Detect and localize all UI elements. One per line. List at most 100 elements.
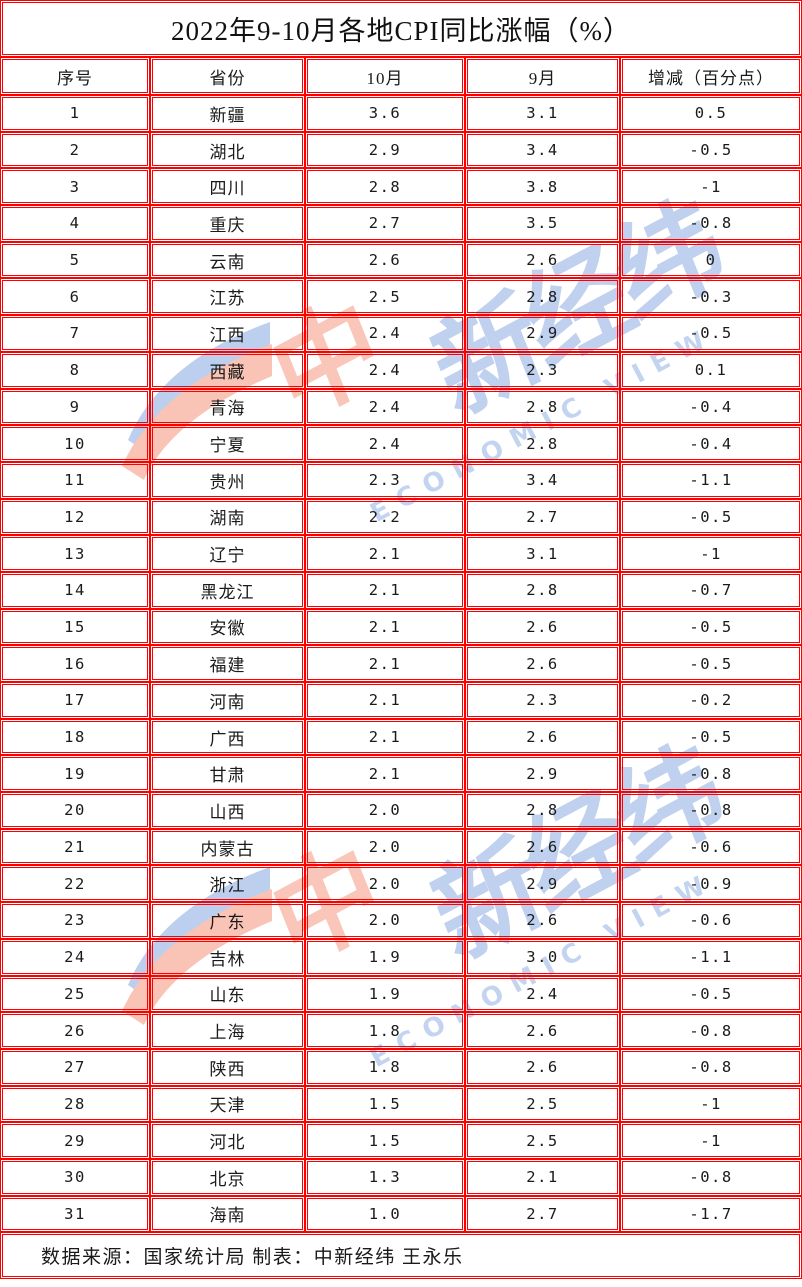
cell-province: 陕西 [150, 1048, 305, 1086]
cell-change: -1 [620, 168, 802, 206]
cell-october: 2.1 [305, 755, 465, 793]
table-row: 5 云南 2.6 2.6 0 [0, 241, 802, 279]
cell-province: 吉林 [150, 938, 305, 976]
cell-september: 2.8 [465, 571, 620, 609]
cell-province: 内蒙古 [150, 828, 305, 866]
cell-index: 3 [0, 168, 150, 206]
cell-change: -1.1 [620, 938, 802, 976]
table-row: 24 吉林 1.9 3.0 -1.1 [0, 938, 802, 976]
cell-change: 0 [620, 241, 802, 279]
cell-september: 2.9 [465, 755, 620, 793]
cell-september: 2.1 [465, 1158, 620, 1196]
cell-province: 新疆 [150, 95, 305, 132]
table-row: 11 贵州 2.3 3.4 -1.1 [0, 461, 802, 499]
cell-index: 31 [0, 1195, 150, 1233]
cell-change: 0.1 [620, 351, 802, 389]
cell-index: 24 [0, 938, 150, 976]
cell-province: 辽宁 [150, 535, 305, 572]
cell-province: 广东 [150, 902, 305, 939]
cell-index: 21 [0, 828, 150, 866]
cell-index: 27 [0, 1048, 150, 1086]
cell-index: 20 [0, 792, 150, 829]
cell-province: 青海 [150, 388, 305, 426]
cell-september: 2.6 [465, 828, 620, 866]
column-header-september: 9月 [465, 57, 620, 95]
cell-change: -0.8 [620, 792, 802, 829]
cell-index: 26 [0, 1012, 150, 1049]
cell-index: 25 [0, 975, 150, 1013]
table-row: 26 上海 1.8 2.6 -0.8 [0, 1012, 802, 1049]
table-row: 21 内蒙古 2.0 2.6 -0.6 [0, 828, 802, 866]
column-header-index: 序号 [0, 57, 150, 95]
cell-october: 2.4 [305, 351, 465, 389]
cell-september: 2.8 [465, 425, 620, 462]
cell-october: 3.6 [305, 95, 465, 132]
table-row: 16 福建 2.1 2.6 -0.5 [0, 645, 802, 682]
cell-september: 2.9 [465, 315, 620, 352]
cell-change: -0.8 [620, 1012, 802, 1049]
cell-index: 11 [0, 461, 150, 499]
cell-province: 山东 [150, 975, 305, 1013]
cell-september: 2.6 [465, 645, 620, 682]
cell-province: 江西 [150, 315, 305, 352]
cell-index: 5 [0, 241, 150, 279]
column-header-province: 省份 [150, 57, 305, 95]
cell-province: 黑龙江 [150, 571, 305, 609]
cell-october: 2.4 [305, 315, 465, 352]
cell-september: 3.8 [465, 168, 620, 206]
cell-september: 3.0 [465, 938, 620, 976]
cell-september: 2.6 [465, 608, 620, 646]
cell-september: 3.4 [465, 131, 620, 169]
source-note: 数据来源：国家统计局 制表：中新经纬 王永乐 [0, 1232, 802, 1280]
cell-october: 1.3 [305, 1158, 465, 1196]
cell-september: 2.8 [465, 388, 620, 426]
cell-september: 2.9 [465, 865, 620, 903]
cell-change: -1.7 [620, 1195, 802, 1233]
cell-change: -1 [620, 1122, 802, 1159]
cell-index: 7 [0, 315, 150, 352]
table-row: 1 新疆 3.6 3.1 0.5 [0, 95, 802, 132]
cell-province: 河北 [150, 1122, 305, 1159]
cell-september: 2.4 [465, 975, 620, 1013]
cell-september: 3.1 [465, 95, 620, 132]
cell-province: 浙江 [150, 865, 305, 903]
table-row: 18 广西 2.1 2.6 -0.5 [0, 718, 802, 756]
cell-september: 2.7 [465, 1195, 620, 1233]
cell-change: -0.8 [620, 755, 802, 793]
cell-september: 2.3 [465, 682, 620, 719]
cell-september: 2.5 [465, 1122, 620, 1159]
cell-change: -0.5 [620, 131, 802, 169]
cell-index: 14 [0, 571, 150, 609]
table-row: 27 陕西 1.8 2.6 -0.8 [0, 1048, 802, 1086]
cell-province: 北京 [150, 1158, 305, 1196]
cell-october: 2.3 [305, 461, 465, 499]
table-row: 31 海南 1.0 2.7 -1.7 [0, 1195, 802, 1233]
cell-index: 6 [0, 278, 150, 316]
cell-october: 1.9 [305, 938, 465, 976]
cell-change: -0.5 [620, 645, 802, 682]
cell-change: -0.6 [620, 902, 802, 939]
cell-province: 安徽 [150, 608, 305, 646]
cell-october: 1.5 [305, 1122, 465, 1159]
cell-october: 1.0 [305, 1195, 465, 1233]
cell-october: 2.1 [305, 535, 465, 572]
cell-october: 2.4 [305, 388, 465, 426]
cell-index: 1 [0, 95, 150, 132]
cell-change: -1.1 [620, 461, 802, 499]
cell-index: 15 [0, 608, 150, 646]
cell-september: 2.7 [465, 498, 620, 536]
table-row: 15 安徽 2.1 2.6 -0.5 [0, 608, 802, 646]
cell-september: 3.1 [465, 535, 620, 572]
cell-province: 西藏 [150, 351, 305, 389]
cell-change: -0.4 [620, 425, 802, 462]
cell-october: 2.1 [305, 645, 465, 682]
cell-october: 2.1 [305, 608, 465, 646]
cell-province: 湖南 [150, 498, 305, 536]
cell-september: 2.6 [465, 241, 620, 279]
cell-index: 28 [0, 1085, 150, 1123]
cell-october: 1.9 [305, 975, 465, 1013]
table-row: 22 浙江 2.0 2.9 -0.9 [0, 865, 802, 903]
cell-province: 山西 [150, 792, 305, 829]
cell-october: 2.9 [305, 131, 465, 169]
cell-october: 2.2 [305, 498, 465, 536]
